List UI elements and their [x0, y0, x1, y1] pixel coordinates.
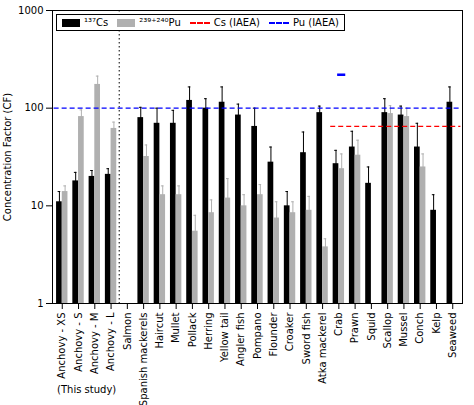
svg-text:1000: 1000 [18, 5, 43, 16]
svg-text:Crab: Crab [333, 313, 344, 337]
svg-text:Herring: Herring [203, 313, 214, 350]
svg-text:Anchovy - S: Anchovy - S [73, 313, 84, 372]
html-text:¹³⁷Cs: ¹³⁷Cs [84, 17, 109, 28]
svg-text:Conch: Conch [414, 313, 425, 344]
svg-text:100: 100 [24, 102, 43, 113]
svg-text:Squid: Squid [366, 313, 377, 341]
svg-text:10: 10 [31, 200, 44, 211]
svg-text:Pompano: Pompano [252, 313, 263, 359]
svg-text:Scallop: Scallop [382, 313, 393, 349]
svg-text:Salmon: Salmon [122, 313, 133, 350]
svg-text:Atka mackerel: Atka mackerel [317, 313, 328, 384]
html-text:²³⁹⁺²⁴⁰Pu: ²³⁹⁺²⁴⁰Pu [139, 17, 181, 28]
svg-text:Anchovy - L: Anchovy - L [105, 312, 116, 371]
svg-text:Anchovy - XS: Anchovy - XS [56, 313, 67, 379]
svg-text:Kelp: Kelp [431, 313, 442, 334]
svg-text:Prawn: Prawn [349, 313, 360, 344]
svg-text:Croaker: Croaker [284, 312, 295, 352]
svg-text:Sword fish: Sword fish [301, 313, 312, 365]
svg-text:Yellow tail: Yellow tail [219, 313, 230, 364]
svg-text:Pollack: Pollack [187, 312, 198, 347]
svg-text:Concentration Factor (CF): Concentration Factor (CF) [2, 93, 13, 221]
svg-text:Mullet: Mullet [170, 312, 181, 343]
svg-text:Anchovy - M: Anchovy - M [89, 313, 100, 375]
html-text:Cs (IAEA): Cs (IAEA) [213, 17, 260, 28]
svg-text:Flounder: Flounder [268, 312, 279, 357]
svg-text:(This study): (This study) [57, 384, 116, 395]
svg-text:Angler fish: Angler fish [235, 313, 246, 367]
svg-text:Mussel: Mussel [398, 313, 409, 347]
svg-text:Spanish mackerels: Spanish mackerels [138, 313, 149, 405]
svg-text:1: 1 [37, 298, 43, 309]
html-text:Pu (IAEA): Pu (IAEA) [292, 17, 339, 28]
svg-text:Seaweed: Seaweed [447, 313, 458, 358]
svg-text:Haircut: Haircut [154, 312, 165, 348]
